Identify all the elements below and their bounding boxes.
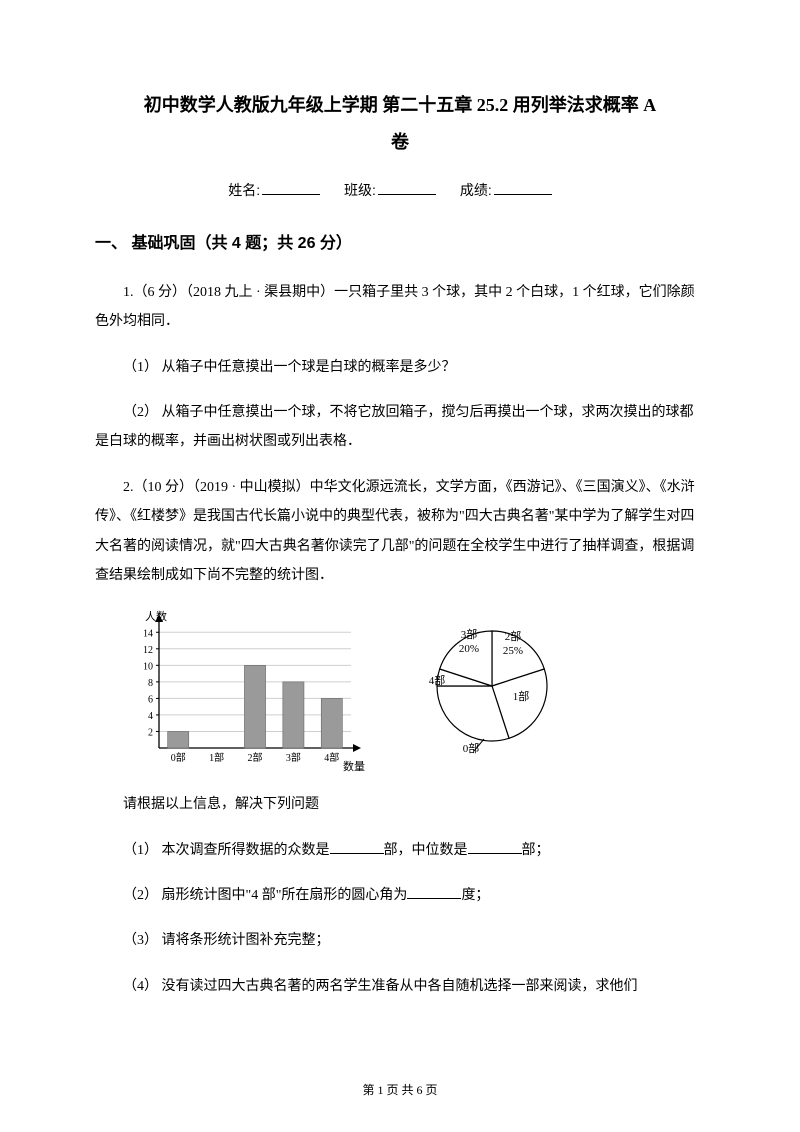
q2-p1b: 部，中位数是 [384, 843, 468, 858]
q2-after: 请根据以上信息，解决下列问题 [95, 790, 705, 819]
svg-text:10: 10 [143, 662, 153, 673]
charts-row: 2 4 6 8 10 12 14 人数数量 0部 1部 2部 3部 4部 3部 20% 2部 25% 1部 0部 4… [125, 606, 705, 776]
svg-text:14: 14 [143, 629, 153, 640]
svg-text:4: 4 [148, 711, 153, 722]
section-heading: 一、 基础巩固（共 4 题；共 26 分） [95, 229, 705, 259]
q2-stem: 2.（10 分）（2019 · 中山模拟）中华文化源远流长，文学方面，《西游记》… [95, 473, 705, 591]
q2-part3: （3） 请将条形统计图补充完整； [95, 926, 705, 955]
svg-text:3部: 3部 [286, 751, 301, 764]
blank-1 [330, 842, 384, 854]
q2-part1: （1） 本次调查所得数据的众数是 部，中位数是 部； [95, 836, 705, 865]
class-label: 班级: [344, 182, 376, 198]
svg-text:2部: 2部 [505, 629, 522, 643]
q2-part4: （4） 没有读过四大古典名著的两名学生准备从中各自随机选择一部来阅读，求他们 [95, 972, 705, 1001]
blank-3 [407, 887, 461, 899]
bar-chart: 2 4 6 8 10 12 14 人数数量 0部 1部 2部 3部 4部 [125, 606, 365, 776]
score-blank [494, 181, 552, 195]
info-line: 姓名: 班级: 成绩: [95, 177, 705, 204]
svg-text:人数: 人数 [145, 610, 167, 623]
q2-part2: （2） 扇形统计图中"4 部"所在扇形的圆心角为 度； [95, 881, 705, 910]
q2-p2a: （2） 扇形统计图中"4 部"所在扇形的圆心角为 [123, 888, 407, 903]
svg-text:2: 2 [148, 728, 153, 739]
q2-p2b: 度； [461, 888, 489, 903]
svg-text:4部: 4部 [324, 751, 339, 764]
svg-text:1部: 1部 [513, 689, 530, 703]
svg-text:4部: 4部 [429, 673, 446, 687]
svg-text:数量: 数量 [343, 760, 365, 773]
svg-text:8: 8 [148, 678, 153, 689]
svg-text:6: 6 [148, 695, 153, 706]
name-blank [262, 181, 320, 195]
blank-2 [468, 842, 522, 854]
name-label: 姓名: [228, 182, 260, 198]
q2-p1a: （1） 本次调查所得数据的众数是 [123, 843, 330, 858]
class-blank [378, 181, 436, 195]
svg-text:1部: 1部 [209, 751, 224, 764]
svg-text:12: 12 [143, 645, 153, 656]
q1-part2: （2） 从箱子中任意摸出一个球，不将它放回箱子，搅匀后再摸出一个球，求两次摸出的… [95, 398, 705, 457]
svg-text:2部: 2部 [248, 751, 263, 764]
q1-part1: （1） 从箱子中任意摸出一个球是白球的概率是多少？ [95, 353, 705, 382]
score-label: 成绩: [460, 182, 492, 198]
pie-chart-svg: 3部20%2部25%1部0部4部 [415, 614, 570, 769]
page-title-1: 初中数学人教版九年级上学期 第二十五章 25.2 用列举法求概率 A [95, 90, 705, 121]
q1-stem: 1.（6 分）（2018 九上 · 渠县期中）一只箱子里共 3 个球，其中 2 … [95, 278, 705, 337]
page-footer: 第 1 页 共 6 页 [0, 1079, 800, 1102]
pie-chart: 3部20%2部25%1部0部4部 [415, 614, 570, 769]
q2-p1c: 部； [522, 843, 550, 858]
svg-text:25%: 25% [503, 645, 523, 657]
page-title-2: 卷 [95, 125, 705, 159]
svg-text:3部: 3部 [461, 627, 478, 641]
svg-text:20%: 20% [459, 643, 479, 655]
svg-text:0部: 0部 [171, 751, 186, 764]
bar-chart-svg: 2 4 6 8 10 12 14 人数数量 0部 1部 2部 3部 4部 [125, 606, 365, 776]
